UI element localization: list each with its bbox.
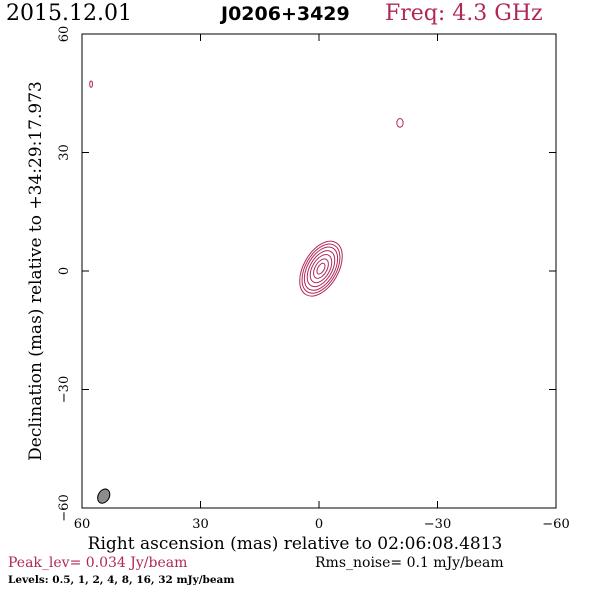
core-contour	[313, 258, 329, 279]
component-contour	[89, 80, 93, 88]
y-tick-label: 0	[57, 267, 72, 275]
peak-level: Peak_lev= 0.034 Jy/beam	[8, 555, 188, 571]
y-tick-label: 60	[57, 26, 72, 43]
source-name: J0206+3429	[221, 3, 350, 25]
restoring-beam	[97, 488, 111, 504]
y-ticks	[82, 152, 556, 390]
core-contour	[301, 243, 341, 294]
core-contour	[309, 254, 333, 284]
plot-frame	[81, 33, 557, 509]
y-tick-label: −60	[57, 494, 72, 521]
x-ticks	[200, 34, 438, 508]
core-contour	[303, 246, 339, 291]
y-tick-label: −30	[57, 376, 72, 403]
contours	[89, 80, 404, 297]
x-axis-label: Right ascension (mas) relative to 02:06:…	[88, 534, 503, 554]
rms-noise: Rms_noise= 0.1 mJy/beam	[315, 555, 504, 571]
component-contour	[396, 118, 404, 128]
y-axis-label: Declination (mas) relative to +34:29:17.…	[26, 81, 46, 461]
x-tick-label: −30	[424, 517, 451, 532]
contour-levels: Levels: 0.5, 1, 2, 4, 8, 16, 32 mJy/beam	[8, 574, 235, 586]
x-tick-label: 60	[74, 517, 91, 532]
core-contour	[306, 250, 336, 288]
x-tick-label: −60	[542, 517, 569, 532]
x-tick-labels: 60 30 0 −30 −60	[74, 517, 570, 532]
core-contour	[316, 262, 326, 275]
x-tick-label: 0	[315, 517, 323, 532]
y-tick-label: 30	[57, 144, 72, 161]
y-tick-labels: −60 −30 0 30 60	[57, 26, 72, 522]
frequency-label: Freq: 4.3 GHz	[385, 1, 543, 26]
epoch-date: 2015.12.01	[6, 1, 132, 26]
x-tick-label: 30	[192, 517, 209, 532]
core-contour	[299, 240, 343, 297]
beam	[97, 488, 111, 504]
